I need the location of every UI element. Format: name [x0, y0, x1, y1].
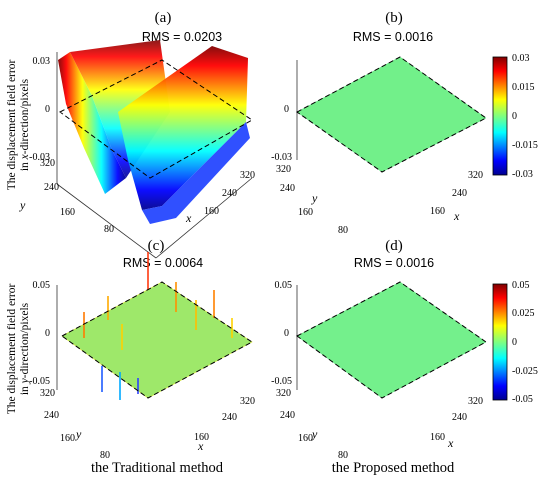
panel-b-ytick-160: 160 — [298, 207, 313, 218]
panel-a-y-axis-line — [56, 183, 157, 259]
panel-d: (d) RMS = 0.0016 0.05 0 -0.05 320 240 16… — [271, 238, 538, 476]
panel-a-zero-plane — [59, 59, 253, 179]
panel-a-xtick-160: 160 — [204, 206, 219, 217]
panel-b-ztick-mid: 0 — [284, 104, 289, 115]
panel-a-ztick-mid: 0 — [45, 104, 50, 115]
panel-a-ytick-240: 240 — [44, 182, 59, 193]
panel-a-label: (a) — [155, 10, 172, 26]
panel-d-xlabel: x — [447, 436, 454, 450]
panel-d-cbar-tick-1: 0.025 — [512, 308, 535, 319]
panel-a-zlabel-1: The displacement field error — [6, 60, 18, 191]
panel-c-title: RMS = 0.0064 — [123, 256, 203, 270]
panel-b-ytick-80: 80 — [338, 225, 348, 236]
panel-c-ytick-80: 80 — [100, 450, 110, 461]
panel-b-xtick-160: 160 — [430, 206, 445, 217]
panel-c-zlabel-1: The displacement field error — [6, 284, 18, 415]
panel-d-cbar-tick-2: 0 — [512, 337, 517, 348]
panel-c-label: (c) — [148, 238, 165, 254]
panel-d-ytick-240: 240 — [280, 410, 295, 421]
panel-c-caption: the Traditional method — [91, 460, 224, 476]
panel-b-label: (b) — [385, 10, 403, 26]
panel-d-xtick-160: 160 — [430, 432, 445, 443]
panel-b-ytick-240: 240 — [280, 183, 295, 194]
panel-c-xtick-320: 320 — [240, 396, 255, 407]
panel-b: (b) RMS = 0.0016 0 -0.03 320 240 160 80 … — [271, 10, 538, 236]
panel-d-xtick-240: 240 — [452, 412, 467, 423]
panel-b-cbar-tick-1: 0.015 — [512, 82, 535, 93]
panel-b-xtick-240: 240 — [452, 188, 467, 199]
panel-d-ylabel: y — [311, 427, 318, 441]
panel-d-xtick-320: 320 — [468, 396, 483, 407]
panel-b-xtick-320: 320 — [468, 170, 483, 181]
panel-c-ytick-320: 320 — [40, 388, 55, 399]
panel-c-xtick-240: 240 — [222, 412, 237, 423]
panel-d-colorbar — [492, 283, 508, 401]
panel-c-zlabel-2: in y-direction/pixels — [19, 302, 31, 395]
panel-b-ztick-bot: -0.03 — [271, 152, 292, 163]
panel-c-zero-plane — [61, 281, 253, 399]
panel-a-xtick-320: 320 — [240, 170, 255, 181]
panel-a-title: RMS = 0.0203 — [142, 30, 222, 44]
panel-d-cbar-tick-0: 0.05 — [512, 280, 530, 291]
panel-c-xlabel: x — [197, 439, 204, 453]
panel-a-ridge-2 — [118, 46, 248, 210]
panel-d-ytick-320: 320 — [276, 388, 291, 399]
panel-d-ztick-bot: -0.05 — [271, 376, 292, 387]
panel-a-xtick-240: 240 — [222, 188, 237, 199]
panel-c-xtick-160: 160 — [194, 432, 209, 443]
panel-b-cbar-tick-0: 0.03 — [512, 53, 530, 64]
panel-b-title: RMS = 0.0016 — [353, 30, 433, 44]
panel-b-colorbar — [492, 56, 508, 176]
panel-c: (c) RMS = 0.0064 0.05 0 -0.05 320 240 16… — [29, 238, 255, 476]
panel-d-label: (d) — [385, 238, 403, 254]
panel-a-ylabel: y — [19, 198, 26, 212]
panel-a-ztick-bot: -0.03 — [29, 152, 50, 163]
panel-c-ylabel: y — [75, 427, 82, 441]
panel-a-zlabel-2: in x-direction/pixels — [19, 78, 31, 171]
panel-a-ridge-1 — [58, 52, 126, 194]
panel-d-ztick-top: 0.05 — [275, 280, 293, 291]
panel-d-ytick-80: 80 — [338, 450, 348, 461]
panel-a-ytick-160: 160 — [60, 207, 75, 218]
panel-c-ytick-240: 240 — [44, 410, 59, 421]
panel-d-surface — [296, 281, 487, 399]
panel-d-title: RMS = 0.0016 — [354, 256, 434, 270]
panel-c-ztick-mid: 0 — [45, 328, 50, 339]
panel-a: (a) RMS = 0.0203 0.03 0 -0.03 320 240 16… — [19, 10, 255, 259]
panel-b-surface — [296, 56, 487, 173]
panel-c-ytick-160: 160 — [60, 433, 75, 444]
panel-d-ytick-160: 160 — [298, 433, 313, 444]
panel-b-cbar-tick-2: 0 — [512, 111, 517, 122]
panel-b-cbar-tick-3: -0.015 — [512, 140, 538, 151]
panel-a-ytick-320: 320 — [40, 158, 55, 169]
panel-a-xlabel: x — [185, 211, 192, 225]
panel-c-ztick-bot: -0.05 — [29, 376, 50, 387]
panel-d-ztick-mid: 0 — [284, 328, 289, 339]
panel-c-ztick-top: 0.05 — [33, 280, 51, 291]
panel-d-caption: the Proposed method — [332, 460, 455, 476]
panel-b-xlabel: x — [453, 209, 460, 223]
panel-b-ylabel: y — [311, 191, 318, 205]
panel-a-ridge-2-low — [142, 122, 250, 224]
panel-b-ytick-320: 320 — [276, 164, 291, 175]
panel-d-cbar-tick-3: -0.025 — [512, 366, 538, 377]
panel-a-ztick-top: 0.03 — [33, 56, 51, 67]
panel-b-cbar-tick-4: -0.03 — [512, 169, 533, 180]
panel-d-cbar-tick-4: -0.05 — [512, 394, 533, 405]
panel-a-x-axis-line — [155, 177, 253, 259]
panel-a-ytick-80: 80 — [104, 224, 114, 235]
panel-c-surface — [61, 281, 253, 399]
